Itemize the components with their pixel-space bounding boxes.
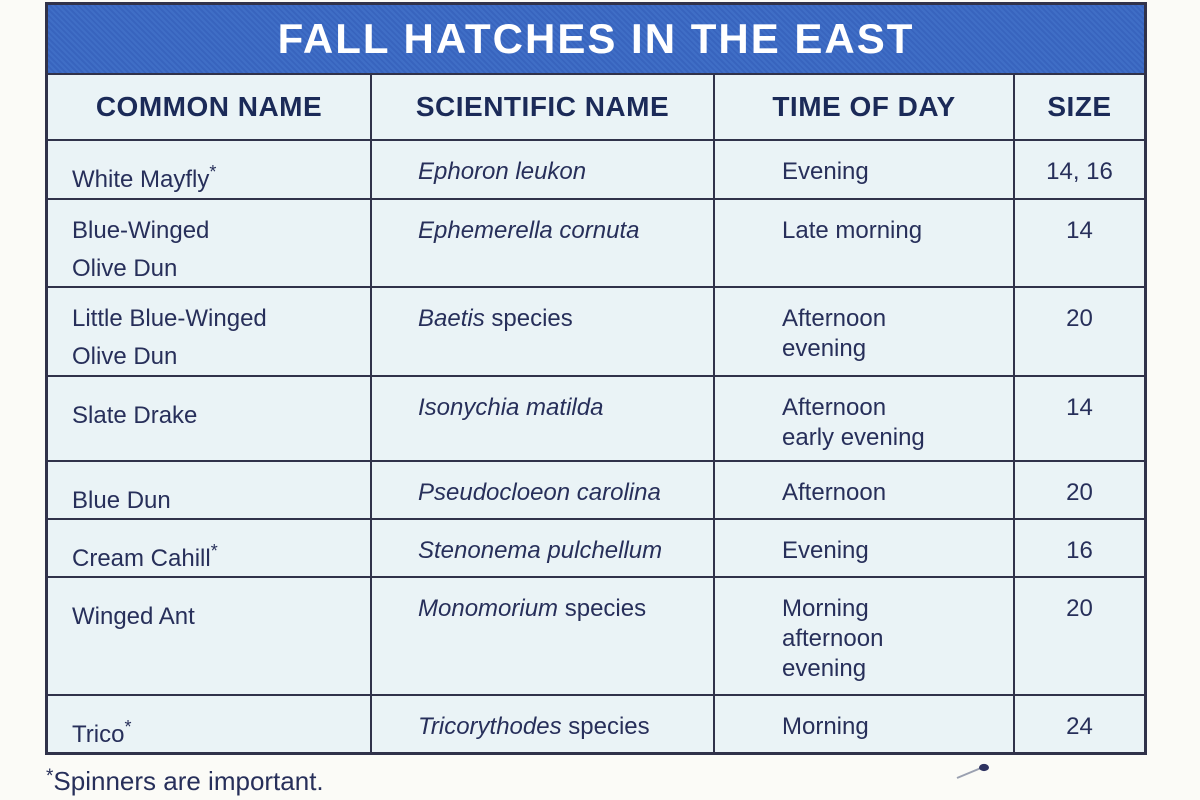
table-row: Trico* Tricorythodes species Morning 24	[48, 696, 1144, 752]
size-cell: 16	[1015, 520, 1144, 576]
common-name-cell: White Mayfly*	[48, 141, 372, 198]
common-name: White Mayfly	[72, 166, 210, 193]
size-cell: 14	[1015, 377, 1144, 460]
hook-size: 20	[1066, 305, 1093, 332]
hook-size: 20	[1066, 479, 1093, 506]
time-of-day-cell: Morning afternoon evening	[715, 578, 1015, 694]
genus-name: Pseudocloeon carolina	[418, 479, 661, 506]
scientific-name-cell: Baetis species	[372, 288, 715, 375]
time-of-day: Afternoon	[782, 479, 887, 506]
hook-size: 14	[1066, 217, 1093, 244]
scientific-name-cell: Ephoron leukon	[372, 141, 715, 198]
table-row: Blue Dun Pseudocloeon carolina Afternoon…	[48, 462, 1144, 520]
time-of-day: Morning	[782, 713, 869, 740]
table-header-row: COMMON NAME SCIENTIFIC NAME TIME OF DAY …	[48, 75, 1144, 141]
header-time-of-day: TIME OF DAY	[715, 75, 1015, 139]
genus-name: Stenonema pulchellum	[418, 537, 663, 564]
size-cell: 20	[1015, 462, 1144, 518]
header-size: SIZE	[1047, 91, 1112, 122]
common-name: Winged Ant	[72, 603, 195, 630]
time-of-day: Afternoon early evening	[782, 394, 925, 451]
size-cell: 14	[1015, 200, 1144, 286]
common-name-cell: Blue-Winged Olive Dun	[48, 200, 372, 286]
fall-hatches-table: FALL HATCHES IN THE EAST COMMON NAME SCI…	[45, 2, 1147, 755]
common-name: Blue-Winged Olive Dun	[72, 217, 210, 282]
table-row: Cream Cahill* Stenonema pulchellum Eveni…	[48, 520, 1144, 578]
scientific-name-cell: Isonychia matilda	[372, 377, 715, 460]
size-cell: 20	[1015, 578, 1144, 694]
time-of-day: Evening	[782, 158, 869, 185]
hook-size: 20	[1066, 595, 1093, 622]
common-name: Trico	[72, 721, 125, 748]
size-cell: 14, 16	[1015, 141, 1144, 198]
species-word: species	[561, 713, 650, 740]
footnote: *Spinners are important.	[46, 760, 324, 798]
hook-size: 24	[1066, 713, 1093, 740]
scientific-name-cell: Stenonema pulchellum	[372, 520, 715, 576]
table-row: Winged Ant Monomorium species Morning af…	[48, 578, 1144, 696]
table-row: White Mayfly* Ephoron leukon Evening 14,…	[48, 141, 1144, 200]
genus-name: Baetis	[418, 305, 485, 332]
table-title: FALL HATCHES IN THE EAST	[277, 15, 915, 62]
pen-mark	[956, 763, 989, 779]
genus-name: Monomorium	[418, 595, 559, 622]
genus-name: Tricorythodes	[418, 713, 562, 740]
time-of-day-cell: Late morning	[715, 200, 1015, 286]
time-of-day-cell: Evening	[715, 141, 1015, 198]
common-name-cell: Trico*	[48, 696, 372, 752]
time-of-day-cell: Morning	[715, 696, 1015, 752]
common-name-cell: Blue Dun	[48, 462, 372, 518]
species-word: species	[558, 595, 647, 622]
genus-name: Ephoron leukon	[418, 158, 587, 185]
time-of-day: Afternoon evening	[782, 305, 887, 362]
table-row: Little Blue-Winged Olive Dun Baetis spec…	[48, 288, 1144, 377]
table-row: Blue-Winged Olive Dun Ephemerella cornut…	[48, 200, 1144, 288]
hook-size: 16	[1066, 537, 1093, 564]
hook-size: 14, 16	[1046, 158, 1113, 185]
time-of-day-cell: Evening	[715, 520, 1015, 576]
common-name: Cream Cahill	[72, 545, 211, 572]
time-of-day-cell: Afternoon evening	[715, 288, 1015, 375]
table-title-bar: FALL HATCHES IN THE EAST	[48, 5, 1144, 75]
scientific-name-cell: Pseudocloeon carolina	[372, 462, 715, 518]
common-name-cell: Slate Drake	[48, 377, 372, 460]
common-name: Slate Drake	[72, 402, 198, 429]
common-name-cell: Little Blue-Winged Olive Dun	[48, 288, 372, 375]
time-of-day-cell: Afternoon early evening	[715, 377, 1015, 460]
footnote-text: Spinners are important.	[53, 766, 324, 796]
genus-name: Isonychia matilda	[418, 394, 604, 421]
time-of-day: Morning afternoon evening	[782, 595, 884, 682]
common-name-cell: Winged Ant	[48, 578, 372, 694]
genus-name: Ephemerella cornuta	[418, 217, 640, 244]
scientific-name-cell: Ephemerella cornuta	[372, 200, 715, 286]
size-cell: 20	[1015, 288, 1144, 375]
asterisk-mark: *	[124, 717, 132, 737]
size-cell: 24	[1015, 696, 1144, 752]
hook-size: 14	[1066, 394, 1093, 421]
time-of-day: Late morning	[782, 217, 923, 244]
species-word: species	[484, 305, 573, 332]
common-name: Blue Dun	[72, 487, 171, 514]
common-name-cell: Cream Cahill*	[48, 520, 372, 576]
footnote-asterisk: *	[46, 766, 54, 787]
common-name: Little Blue-Winged Olive Dun	[72, 305, 267, 370]
time-of-day-cell: Afternoon	[715, 462, 1015, 518]
asterisk-mark: *	[210, 541, 218, 561]
table-row: Slate Drake Isonychia matilda Afternoon …	[48, 377, 1144, 462]
header-scientific-name: SCIENTIFIC NAME	[372, 75, 715, 139]
scientific-name-cell: Monomorium species	[372, 578, 715, 694]
header-common-name: COMMON NAME	[48, 75, 372, 139]
time-of-day: Evening	[782, 537, 869, 564]
asterisk-mark: *	[209, 162, 217, 182]
scientific-name-cell: Tricorythodes species	[372, 696, 715, 752]
